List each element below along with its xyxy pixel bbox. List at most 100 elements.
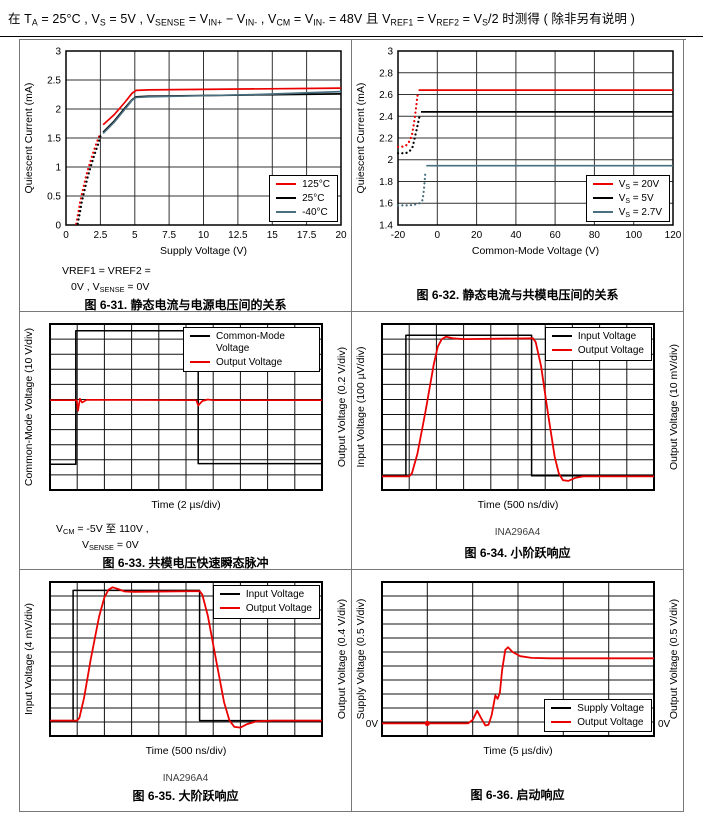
y-tick-label: 2.5 [47,76,61,87]
chart-note-line: INA296A4 [494,527,541,538]
figure-caption-6-35: 图 6-35. 大阶跃响应 [132,788,239,803]
legend-swatch [592,182,613,185]
y-tick-label: 1.6 [379,199,393,210]
x-axis-title: Time (500 ns/div) [478,499,559,511]
zero-label-left: 0V [366,719,379,730]
scope-grid [382,582,654,736]
y-tick-label: 2 [55,105,61,116]
series-startup-dotted-hot [75,133,101,225]
chart-notes-6-35: INA296A4 [20,767,351,787]
chart-legend: Input Voltage Output Voltage [544,327,652,361]
y-axis-title-right: Output Voltage (0.2 V/div) [336,347,348,467]
figures-grid: 0 2.5 5 7.5 10 12.5 15 17.5 20 0 0.5 1 1.5 2 2.5 3 Suppl… [19,39,686,812]
x-tick-label: 17.5 [297,230,317,241]
legend-label: Output Voltage [577,345,644,356]
y-axis-title-right: Output Voltage (0.4 V/div) [336,599,348,719]
header-divider [0,36,703,37]
x-axis-title: Common-Mode Voltage (V) [472,245,599,257]
legend-label: VS = 2.7V [618,206,662,219]
chart-note-line: 0V , VSENSE = 0V [71,281,150,295]
legend-item: Input Voltage [219,589,312,601]
figure-caption-6-33: 图 6-33. 共模电压快速瞬态脉冲 [102,555,269,570]
legend-label: Common-Mode Voltage [216,331,285,354]
y-tick-label: 2 [387,155,393,166]
series-startup-dotted-cold [76,132,103,225]
chart-area-6-34: Time (500 ns/div) Input Voltage (100 µV/d… [352,318,683,518]
series-20V-dotted [396,91,420,148]
figure-panel-6-31: 0 2.5 5 7.5 10 12.5 15 17.5 20 0 0.5 1 1.5 2 2.5 3 Suppl… [20,40,352,312]
legend-item: Common-Mode Voltage [190,331,312,354]
x-tick-label: 20 [471,230,483,241]
legend-label: Input Voltage [245,589,305,600]
x-axis-title: Supply Voltage (V) [160,245,247,257]
legend-item: Output Voltage [551,717,644,729]
legend-item: Output Voltage [551,345,644,357]
chart-legend: Input Voltage Output Voltage [212,585,320,619]
x-tick-label: 20 [335,230,347,241]
chart-legend: Common-Mode Voltage Output Voltage [183,327,320,372]
chart-area-6-36: 0V 0V Time (5 µs/div) Supply Voltage (0.5 V… [352,576,683,764]
legend-label: VS = 20V [618,178,660,191]
chart-fig-6-34: Time (500 ns/div) Input Voltage (100 µV/d… [355,323,680,511]
trace-output-voltage [382,646,654,727]
chart-legend: Supply Voltage Output Voltage [544,698,652,732]
trace-output-voltage [50,397,322,412]
x-tick-label: -20 [391,230,406,241]
x-tick-label: 7.5 [162,230,176,241]
page: 在 TA = 25°C , VS = 5V , VSENSE = VIN+ − … [0,8,703,812]
chart-note-line: VCM = -5V 至 110V , [56,523,149,537]
x-tick-label: 80 [589,230,601,241]
legend-swatch [190,360,210,363]
chart-notes-6-34: INA296A4 [352,521,683,541]
x-tick-label: 12.5 [228,230,248,241]
chart-area-6-33: Time (2 µs/div) Common-Mode Voltage (10 V… [20,318,351,518]
figure-panel-6-36: 0V 0V Time (5 µs/div) Supply Voltage (0.5 V… [352,570,684,812]
trace-output-voltage [50,586,322,729]
y-tick-label: 3 [55,47,61,58]
figure-panel-6-34: Time (500 ns/div) Input Voltage (100 µV/d… [352,312,684,570]
y-tick-label: 1 [55,163,61,174]
y-tick-label: 1.5 [47,134,61,145]
legend-item: 125°C [276,179,330,191]
legend-label: Input Voltage [577,331,637,342]
y-axis-title-left: Input Voltage (4 mV/div) [23,603,35,715]
y-tick-label: 2.2 [379,134,393,145]
y-tick-label: 0 [55,221,61,232]
y-tick-label: 1.4 [379,221,393,232]
legend-label: Output Voltage [216,356,283,368]
legend-swatch [219,607,240,609]
plot-border [381,323,655,491]
legend-item: Supply Voltage [551,703,644,715]
legend-swatch [592,210,613,213]
legend-item: Input Voltage [551,331,644,343]
chart-note-line: VREF1 = VREF2 = [62,265,151,277]
chart-notes-6-33: VCM = -5V 至 110V , VSENSE = 0V [56,521,351,554]
chart-fig-6-36: 0V 0V Time (5 µs/div) Supply Voltage (0.5 V… [355,581,680,757]
y-axis-title-right: Output Voltage (10 mV/div) [668,344,680,470]
legend-swatch [190,335,210,337]
figure-caption-6-34: 图 6-34. 小阶跃响应 [464,546,571,560]
y-tick-label: 2.4 [379,112,393,123]
x-tick-label: 100 [625,230,642,241]
legend-swatch [276,196,297,199]
series-125C [102,87,342,126]
legend-item: 25°C [276,193,330,205]
chart-legend: VS = 20V VS = 5V VS = 2.7V [585,174,670,222]
legend-swatch [276,182,297,185]
chart-legend: 125°C 25°C -40°C [269,174,338,222]
chart-notes-6-31: VREF1 = VREF2 = 0V , VSENSE = 0V [62,263,351,296]
x-axis-title: Time (2 µs/div) [151,499,220,511]
legend-swatch [551,706,572,709]
chart-fig-6-32: -20 0 20 40 60 80 100 120 1.4 1.6 1.8 2 2.2 2.4 2.6 2.8… [355,47,682,258]
legend-label: Supply Voltage [577,702,644,714]
chart-note-line: INA296A4 [162,773,209,784]
series-2.7V-dotted [396,169,427,207]
x-axis-title: Time (5 µs/div) [483,745,552,757]
figure-caption-6-36: 图 6-36. 启动响应 [470,788,565,802]
legend-swatch [592,196,613,199]
figure-panel-6-35: Time (500 ns/div) Input Voltage (4 mV/div… [20,570,352,812]
legend-item: VS = 2.7V [592,206,662,219]
legend-item: Output Voltage [190,357,312,369]
series--40C [102,90,342,134]
y-axis-title-left: Supply Voltage (0.5 V/div) [355,599,367,720]
